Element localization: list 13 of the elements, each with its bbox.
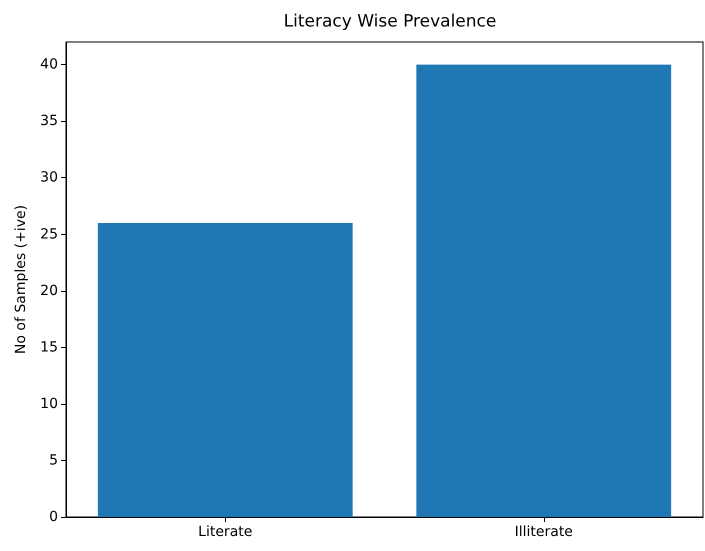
chart-title: Literacy Wise Prevalence [284,12,496,32]
y-tick-label: 40 [40,56,58,73]
y-tick-label: 35 [40,113,58,130]
y-tick-label: 5 [49,452,58,468]
y-axis-title: No of Samples (+ive) [13,204,29,354]
y-tick-label: 20 [40,282,58,299]
y-tick-label: 15 [40,339,58,356]
x-tick-label: Literate [198,524,252,540]
y-tick-label: 25 [40,226,58,242]
y-tick-label: 0 [49,509,58,525]
y-tick-label: 30 [40,170,58,186]
x-tick-label: Illiterate [514,524,573,540]
y-tick-label: 10 [40,396,58,412]
